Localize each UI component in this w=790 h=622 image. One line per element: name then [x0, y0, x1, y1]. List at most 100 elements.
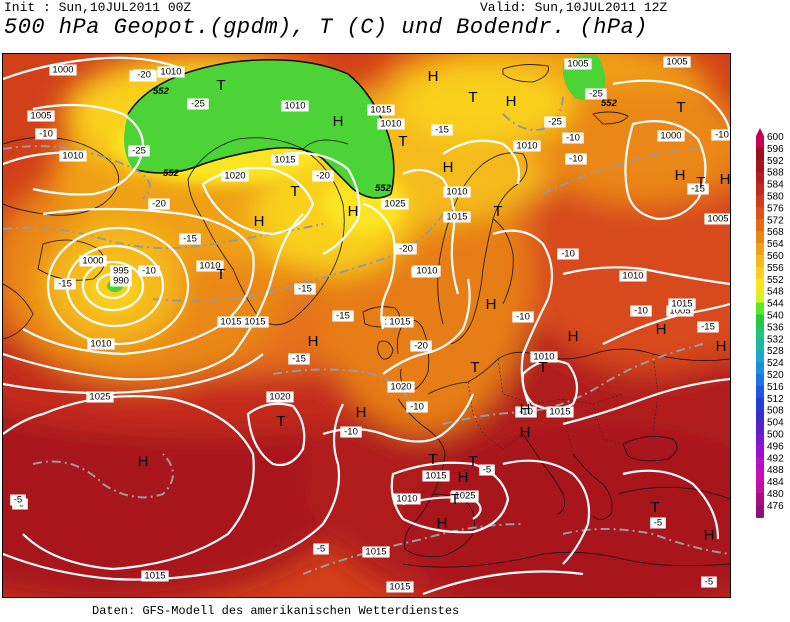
- isobar-label-bg: [451, 490, 479, 502]
- legend-swatch: [756, 314, 764, 327]
- legend-label: 544: [767, 299, 784, 310]
- legend-swatch: [756, 290, 764, 304]
- isobar-label: 1015: [244, 317, 265, 328]
- temperature-label-bg: [701, 576, 717, 588]
- temperature-label-bg: [395, 243, 417, 255]
- isobar-label: 1000: [660, 131, 681, 142]
- temperature-label-bg: [562, 132, 584, 144]
- high-pressure-marker: H: [458, 469, 469, 486]
- low-pressure-marker: T: [696, 174, 705, 191]
- high-pressure-marker: H: [716, 338, 727, 355]
- low-pressure-marker: T: [650, 499, 659, 516]
- legend-label: 548: [767, 287, 784, 298]
- legend-swatch: [756, 171, 764, 185]
- legend-label: 576: [767, 203, 784, 214]
- isobar-label: 1025: [384, 199, 405, 210]
- isobar-label: 1000: [52, 65, 73, 76]
- isobar-label-bg: [221, 170, 249, 182]
- isobar-label-bg: [110, 275, 132, 287]
- temperature-label-bg: [179, 233, 201, 245]
- legend-label: 600: [767, 132, 784, 143]
- isobar-label: 1005: [567, 59, 588, 70]
- valid-time: Valid: Sun,10JUL2011 12Z: [480, 0, 668, 15]
- legend-label: 564: [767, 239, 784, 250]
- legend-label: 492: [767, 453, 784, 464]
- isobar-label-bg: [241, 316, 269, 328]
- isobar-label-bg: [59, 150, 87, 162]
- isobar-label: 1020: [390, 382, 411, 393]
- temperature-label: -5: [654, 518, 662, 529]
- legend-label: 540: [767, 311, 784, 322]
- temperature-label: -15: [435, 125, 449, 136]
- temperature-label: -15: [58, 279, 72, 290]
- isobar-label-bg: [271, 154, 299, 166]
- temperature-label-bg: [410, 340, 432, 352]
- temperature-label: -10: [344, 427, 358, 438]
- low-pressure-marker: T: [398, 133, 407, 150]
- high-pressure-marker: H: [348, 203, 359, 220]
- temperature-label: -5: [317, 544, 325, 555]
- high-pressure-marker: H: [254, 213, 265, 230]
- high-pressure-marker: H: [308, 333, 319, 350]
- temperature-label: -15: [336, 311, 350, 322]
- legend-swatch: [756, 362, 764, 375]
- isobar-label: 1015: [425, 471, 446, 482]
- low-pressure-marker: T: [450, 491, 459, 508]
- isobar-label-bg: [513, 140, 541, 152]
- temperature-label-bg: [187, 98, 209, 110]
- temperature-label-bg: [515, 406, 537, 418]
- temperature-label-bg: [340, 426, 362, 438]
- isobar-label-bg: [564, 58, 592, 70]
- chart-title: 500 hPa Geopot.(gpdm), T (C) und Bodendr…: [4, 15, 649, 40]
- isobar-label: 1015: [389, 317, 410, 328]
- legend-swatch: [756, 219, 764, 232]
- legend-swatch: [756, 433, 764, 446]
- low-pressure-marker: T: [538, 359, 547, 376]
- high-pressure-marker: H: [720, 171, 730, 188]
- isobar-label-bg: [110, 265, 132, 277]
- isobar-label-bg: [157, 66, 185, 78]
- isobar-label: 1015: [389, 582, 410, 593]
- temperature-label: -25: [132, 146, 146, 157]
- temperature-label: -10: [516, 312, 530, 323]
- isobar-label-bg: [386, 581, 414, 593]
- isobar-label: 1015: [370, 105, 391, 116]
- high-pressure-marker: H: [704, 527, 715, 544]
- temperature-label-bg: [332, 310, 354, 322]
- init-time: Init : Sun,10JUL2011 00Z: [4, 0, 192, 15]
- isobar-label-bg: [79, 255, 107, 267]
- low-pressure-marker: T: [493, 203, 502, 220]
- low-pressure-marker: T: [290, 183, 299, 200]
- legend-swatch: [756, 338, 764, 351]
- geopotential-label: 552: [601, 98, 618, 109]
- isobar-label-bg: [393, 493, 421, 505]
- legend-label: 480: [767, 489, 784, 500]
- temperature-label: -10: [566, 133, 580, 144]
- low-pressure-marker: T: [216, 266, 225, 283]
- isobar-label-bg: [619, 270, 647, 282]
- temperature-label: -20: [399, 244, 413, 255]
- legend-label: 572: [767, 215, 784, 226]
- legend-swatch: [756, 266, 764, 280]
- legend-label: 508: [767, 406, 784, 417]
- isobar-label: 1010: [199, 261, 220, 272]
- legend-label: 532: [767, 334, 784, 345]
- legend-swatch: [756, 183, 764, 196]
- isobar-label-bg: [196, 260, 224, 272]
- high-pressure-marker: H: [428, 68, 439, 85]
- isobar-label: 990: [113, 276, 129, 287]
- isobar-label-bg: [546, 406, 574, 418]
- temperature-label: -20: [414, 341, 428, 352]
- legend-swatch: [756, 207, 764, 220]
- isobar-label-bg: [422, 470, 450, 482]
- low-pressure-marker: T: [216, 77, 225, 94]
- weather-map[interactable]: 1000 1010 1005 1010 1010 1015 1010 1020 1025 1015…: [2, 53, 731, 598]
- isobar-label: 1010: [160, 67, 181, 78]
- temperature-label: -15: [691, 184, 705, 195]
- isobar-label: 1010: [396, 494, 417, 505]
- isobar-label: 1025: [89, 392, 110, 403]
- legend-swatch: [756, 493, 764, 506]
- legend-label: 528: [767, 346, 784, 357]
- high-pressure-marker: H: [506, 93, 517, 110]
